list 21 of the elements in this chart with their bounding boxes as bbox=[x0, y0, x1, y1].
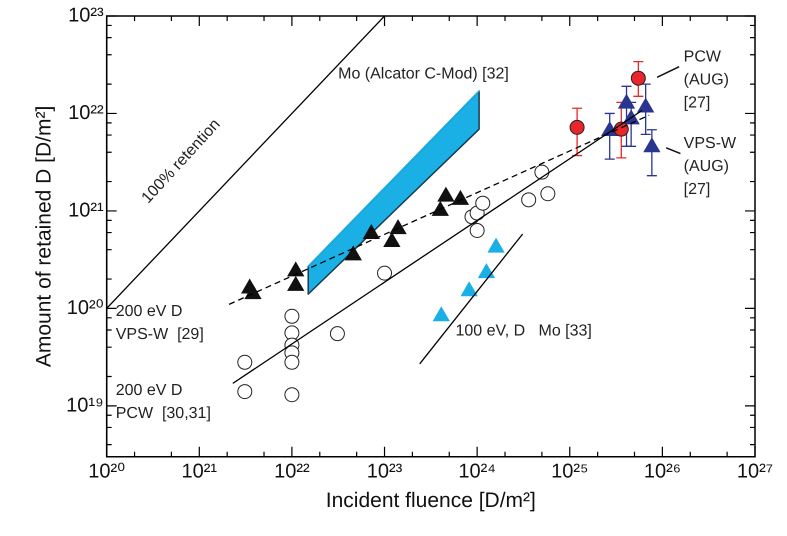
y-tick-label: 10²¹ bbox=[68, 199, 104, 222]
x-tick-label: 10²⁰ bbox=[88, 460, 126, 482]
annotation: Mo (Alcator C-Mod) [32] bbox=[338, 66, 509, 83]
x-axis-title: Incident fluence [D/m²] bbox=[326, 489, 536, 512]
x-tick-label: 10²² bbox=[274, 460, 310, 482]
y-tick-label: 10²² bbox=[68, 102, 104, 124]
y-tick-label: 10¹⁹ bbox=[66, 394, 104, 416]
x-tick-label: 10²⁴ bbox=[458, 460, 496, 482]
y-tick-label: 10²³ bbox=[68, 4, 104, 27]
annotation: PCW (AUG) [27] bbox=[684, 48, 730, 112]
x-tick-label: 10²⁵ bbox=[551, 460, 588, 482]
annotation: VPS-W (AUG) [27] bbox=[684, 134, 738, 198]
y-axis-title: Amount of retained D [D/m²] bbox=[32, 106, 56, 368]
annotation: 200 eV D VPS-W [29] bbox=[116, 303, 204, 344]
x-tick-label: 10²¹ bbox=[182, 460, 218, 482]
annotation: 200 eV D PCW [30,31] bbox=[116, 382, 211, 422]
x-tick-label: 10²³ bbox=[366, 460, 403, 482]
x-tick-label: 10²⁷ bbox=[736, 460, 774, 482]
x-tick-label: 10²⁶ bbox=[644, 460, 681, 482]
annotation: 100 eV, D Mo [33] bbox=[455, 322, 592, 340]
y-tick-label: 10²⁰ bbox=[66, 296, 104, 319]
